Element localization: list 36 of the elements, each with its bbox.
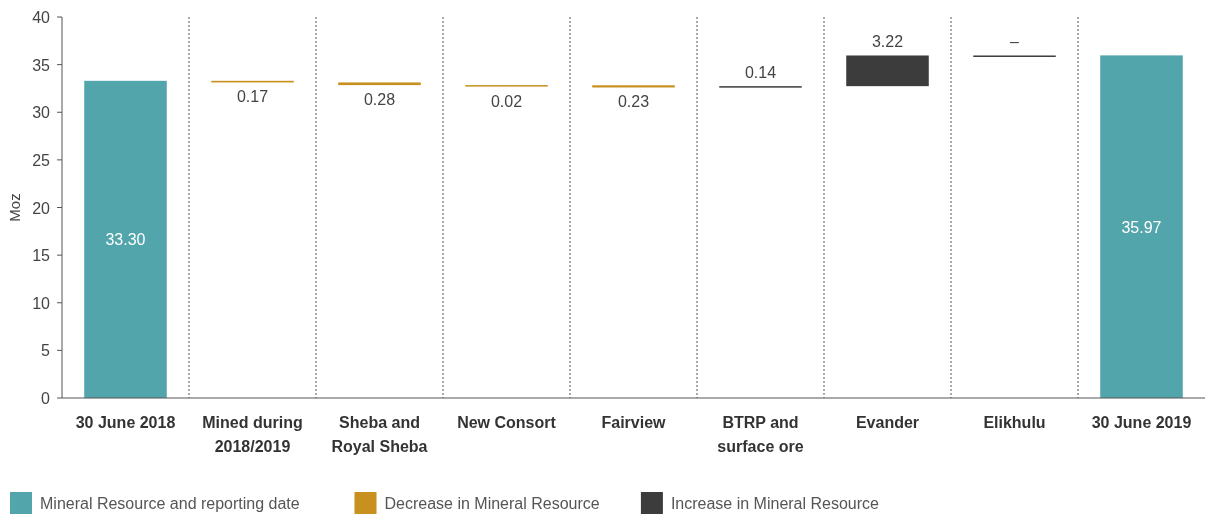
data-label: 3.22: [871, 33, 904, 51]
data-label: 35.97: [1121, 218, 1162, 236]
y-tick-label: 40: [32, 9, 51, 26]
x-tick-label: Evander: [855, 414, 920, 431]
data-label: 0.23: [617, 93, 650, 111]
x-tick-label: 30 June 2019: [1091, 414, 1192, 431]
y-tick-label: 35: [32, 56, 51, 74]
data-label: 0.02: [490, 92, 523, 110]
x-tick-label: Elikhulu: [983, 414, 1046, 431]
x-tick-label: Fairview: [601, 414, 667, 431]
data-label: 0.17: [236, 88, 269, 106]
y-tick-label: 30: [32, 104, 51, 122]
y-tick-label: 10: [32, 294, 51, 312]
x-tick-label: New Consort: [457, 414, 557, 431]
bar: [846, 55, 929, 87]
y-tick-label: 25: [32, 151, 51, 169]
data-label: 33.30: [105, 231, 146, 249]
x-tick-label: Sheba and Royal Sheba: [331, 414, 428, 455]
y-tick-label: 20: [32, 199, 51, 217]
data-label: 0.28: [363, 91, 396, 109]
legend-label: Mineral Resource and reporting date: [40, 495, 300, 512]
y-tick-label: 5: [41, 342, 51, 360]
y-tick-label: 0: [41, 390, 51, 407]
x-tick-label: Mined during 2018/2019: [202, 414, 303, 455]
data-label: 0.14: [744, 64, 777, 82]
bar: [592, 85, 675, 88]
bar: [84, 80, 167, 398]
bar: [338, 82, 421, 86]
x-tick-label: BTRP and surface ore: [717, 414, 804, 455]
bar: [1100, 55, 1183, 398]
legend-label: Decrease in Mineral Resource: [384, 495, 600, 512]
y-axis-title: Moz: [6, 193, 23, 222]
y-tick-label: 15: [32, 247, 51, 265]
legend-label: Increase in Mineral Resource: [670, 495, 880, 512]
x-tick-label: 30 June 2018: [75, 414, 176, 431]
data-label: –: [1010, 33, 1020, 51]
